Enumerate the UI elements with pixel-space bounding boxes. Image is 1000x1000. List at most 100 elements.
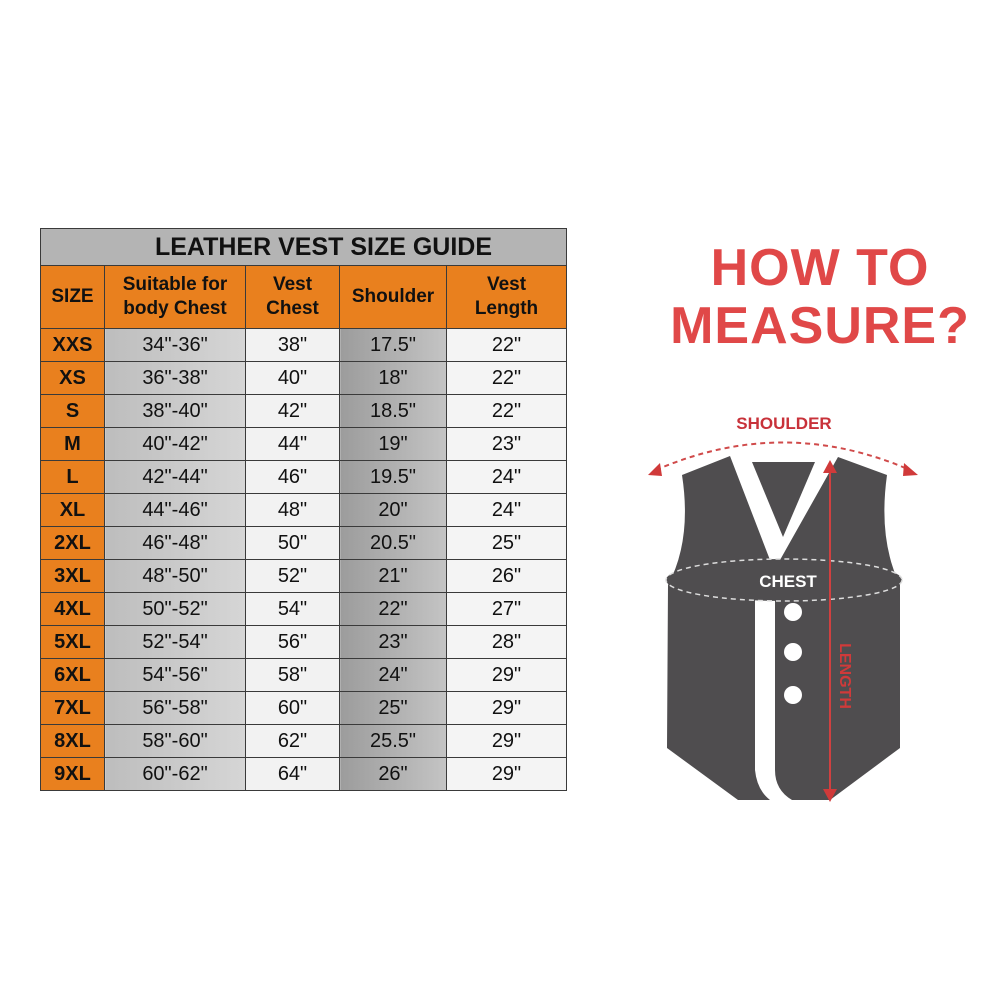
chest-band	[665, 558, 903, 602]
cell-vest-length: 22"	[446, 361, 567, 395]
vest-back-neck	[752, 462, 815, 537]
cell-vest-chest: 42"	[245, 394, 340, 428]
arrow-left-icon	[648, 463, 662, 476]
arrow-down-icon	[823, 789, 837, 802]
button-icon	[784, 686, 802, 704]
table-row: XS 36"-38" 40" 18" 22"	[40, 361, 567, 395]
cell-body-chest: 40"-42"	[104, 427, 246, 461]
table-row: 4XL 50"-52" 54" 22" 27"	[40, 592, 567, 626]
cell-vest-chest: 40"	[245, 361, 340, 395]
table-row: XL 44"-46" 48" 20" 24"	[40, 493, 567, 527]
cell-vest-chest: 64"	[245, 757, 340, 791]
cell-size: 5XL	[40, 625, 105, 659]
header-vest-chest: Vest Chest	[245, 265, 340, 329]
cell-body-chest: 60"-62"	[104, 757, 246, 791]
table-row: 7XL 56"-58" 60" 25" 29"	[40, 691, 567, 725]
cell-size: XL	[40, 493, 105, 527]
table-row: 8XL 58"-60" 62" 25.5" 29"	[40, 724, 567, 758]
length-label: LENGTH	[836, 643, 853, 709]
cell-shoulder: 24"	[339, 658, 447, 692]
vest-left-panel	[667, 456, 770, 800]
header-shoulder: Shoulder	[339, 265, 447, 329]
cell-vest-chest: 46"	[245, 460, 340, 494]
cell-vest-chest: 44"	[245, 427, 340, 461]
cell-vest-length: 25"	[446, 526, 567, 560]
arrow-right-icon	[903, 463, 918, 476]
table-row: 9XL 60"-62" 64" 26" 29"	[40, 757, 567, 791]
cell-size: 6XL	[40, 658, 105, 692]
cell-shoulder: 22"	[339, 592, 447, 626]
button-icon	[784, 603, 802, 621]
cell-vest-chest: 60"	[245, 691, 340, 725]
measure-heading: MEASURE?	[670, 297, 970, 355]
cell-vest-length: 23"	[446, 427, 567, 461]
size-guide-table: LEATHER VEST SIZE GUIDE SIZE Suitable for…	[40, 228, 567, 791]
cell-vest-length: 29"	[446, 757, 567, 791]
header-text: Vest	[486, 274, 527, 295]
cell-shoulder: 19.5"	[339, 460, 447, 494]
arrow-up-icon	[823, 460, 837, 473]
header-text: Chest	[266, 298, 319, 319]
header-text: Length	[474, 298, 539, 319]
cell-shoulder: 19"	[339, 427, 447, 461]
cell-shoulder: 17.5"	[339, 328, 447, 362]
cell-body-chest: 44"-46"	[104, 493, 246, 527]
cell-vest-chest: 52"	[245, 559, 340, 593]
cell-size: XS	[40, 361, 105, 395]
header-vest-length: Vest Length	[446, 265, 567, 329]
cell-shoulder: 18.5"	[339, 394, 447, 428]
header-text: Suitable for	[122, 274, 228, 295]
cell-size: 4XL	[40, 592, 105, 626]
cell-vest-chest: 50"	[245, 526, 340, 560]
shoulder-arc	[655, 441, 911, 471]
header-row: SIZE Suitable for body Chest Vest Chest Shoul…	[40, 265, 567, 329]
cell-shoulder: 21"	[339, 559, 447, 593]
cell-shoulder: 20"	[339, 493, 447, 527]
cell-size: 8XL	[40, 724, 105, 758]
cell-size: 3XL	[40, 559, 105, 593]
shoulder-label: SHOULDER	[736, 414, 831, 433]
button-icon	[784, 643, 802, 661]
cell-vest-length: 27"	[446, 592, 567, 626]
header-text: Shoulder	[351, 286, 435, 307]
cell-body-chest: 58"-60"	[104, 724, 246, 758]
table-row: S 38"-40" 42" 18.5" 22"	[40, 394, 567, 428]
how-to-heading: HOW TO	[710, 239, 930, 297]
table-row: 2XL 46"-48" 50" 20.5" 25"	[40, 526, 567, 560]
cell-size: 2XL	[40, 526, 105, 560]
cell-size: L	[40, 460, 105, 494]
cell-size: S	[40, 394, 105, 428]
cell-vest-length: 28"	[446, 625, 567, 659]
cell-body-chest: 34"-36"	[104, 328, 246, 362]
cell-body-chest: 50"-52"	[104, 592, 246, 626]
cell-size: 9XL	[40, 757, 105, 791]
cell-vest-length: 22"	[446, 328, 567, 362]
cell-vest-chest: 54"	[245, 592, 340, 626]
cell-vest-chest: 48"	[245, 493, 340, 527]
table-title: LEATHER VEST SIZE GUIDE	[40, 228, 567, 266]
cell-vest-chest: 62"	[245, 724, 340, 758]
cell-vest-chest: 38"	[245, 328, 340, 362]
cell-shoulder: 26"	[339, 757, 447, 791]
table-row: 5XL 52"-54" 56" 23" 28"	[40, 625, 567, 659]
cell-shoulder: 25.5"	[339, 724, 447, 758]
cell-vest-length: 29"	[446, 724, 567, 758]
cell-vest-length: 26"	[446, 559, 567, 593]
table-row: XXS 34"-36" 38" 17.5" 22"	[40, 328, 567, 362]
table-row: 3XL 48"-50" 52" 21" 26"	[40, 559, 567, 593]
header-text: SIZE	[51, 286, 94, 307]
cell-size: 7XL	[40, 691, 105, 725]
cell-body-chest: 56"-58"	[104, 691, 246, 725]
cell-body-chest: 48"-50"	[104, 559, 246, 593]
table-row: M 40"-42" 44" 19" 23"	[40, 427, 567, 461]
cell-vest-length: 29"	[446, 691, 567, 725]
cell-vest-length: 29"	[446, 658, 567, 692]
cell-body-chest: 52"-54"	[104, 625, 246, 659]
cell-shoulder: 18"	[339, 361, 447, 395]
header-text: body Chest	[123, 298, 227, 319]
header-text: Vest	[272, 274, 313, 295]
vest-right-panel	[775, 457, 900, 800]
chest-label: CHEST	[759, 572, 817, 591]
cell-body-chest: 54"-56"	[104, 658, 246, 692]
